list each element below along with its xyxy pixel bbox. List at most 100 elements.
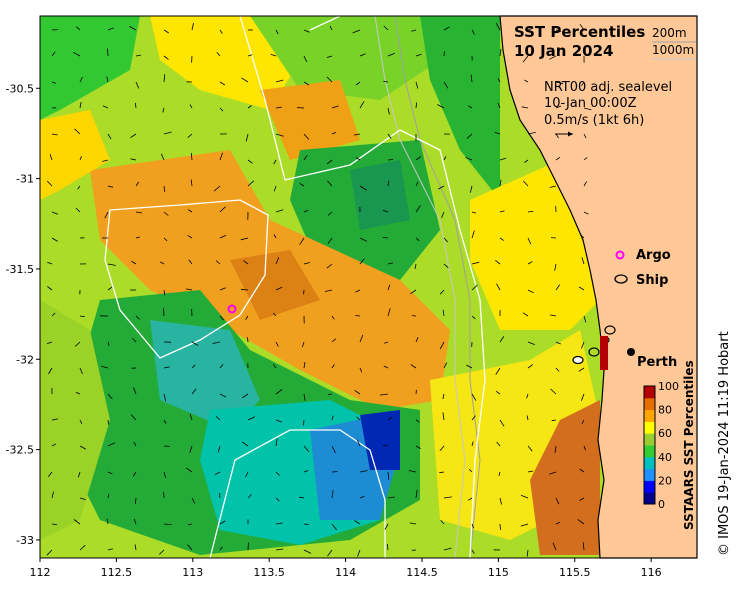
current-arrow: [219, 81, 226, 86]
current-arrow: [130, 414, 137, 421]
current-arrow: [355, 315, 361, 317]
current-arrow: [527, 289, 534, 294]
current-arrow: [130, 158, 137, 161]
current-arrow: [415, 490, 418, 499]
current-arrow: [437, 104, 445, 109]
colorbar-tick-label: 40: [658, 451, 672, 464]
current-arrow: [163, 471, 167, 479]
current-arrow: [331, 490, 334, 499]
current-arrow: [79, 315, 85, 317]
current-arrow: [159, 549, 165, 555]
current-arrow: [163, 131, 172, 135]
current-arrow: [495, 390, 501, 395]
current-arrow: [187, 133, 193, 139]
x-tick-label: 114: [335, 566, 356, 579]
current-arrow: [499, 419, 505, 427]
current-arrow: [191, 364, 196, 369]
current-arrow: [414, 263, 417, 269]
current-arrow: [79, 445, 86, 450]
current-arrow: [135, 81, 140, 89]
current-arrow: [439, 471, 445, 474]
current-arrow: [163, 185, 166, 192]
y-tick-label: -31.5: [6, 263, 34, 276]
current-arrow: [190, 179, 193, 187]
current-arrow: [415, 205, 421, 213]
current-arrow: [555, 367, 560, 372]
colorbar-tick-label: 0: [658, 498, 665, 511]
colorbar-segment: [644, 433, 655, 446]
current-arrow: [439, 289, 445, 295]
current-arrow: [331, 315, 335, 320]
plot-frame: [39, 15, 698, 559]
current-arrow: [247, 54, 253, 57]
current-arrow: [471, 441, 474, 447]
current-arrow: [129, 26, 137, 31]
current-arrow: [242, 393, 249, 399]
current-arrow: [186, 288, 193, 291]
current-arrow: [384, 341, 389, 344]
current-arrow: [497, 103, 501, 109]
current-arrow: [387, 471, 390, 480]
current-arrow: [579, 234, 585, 239]
current-arrow: [275, 209, 284, 213]
map-title: SST Percentiles: [514, 23, 645, 41]
current-arrow: [189, 445, 193, 453]
current-arrow: [188, 523, 193, 526]
current-arrow: [581, 257, 585, 265]
current-arrow: [273, 234, 277, 239]
current-arrow: [327, 180, 333, 187]
current-arrow: [275, 29, 279, 35]
current-arrow: [520, 494, 529, 499]
current-arrow: [442, 309, 445, 317]
current-arrow: [51, 491, 54, 499]
current-arrow: [527, 211, 534, 213]
current-arrow: [324, 289, 333, 292]
ship-legend-icon: [614, 274, 628, 284]
y-tick-label: -33: [16, 534, 34, 547]
current-arrow: [471, 29, 475, 35]
current-arrow: [47, 471, 53, 477]
y-tick-label: -32.5: [6, 444, 34, 457]
current-arrow: [471, 230, 475, 239]
current-arrow: [215, 260, 221, 265]
x-tick-label: 113: [182, 566, 203, 579]
current-arrow: [471, 315, 476, 320]
current-arrow: [494, 131, 501, 135]
current-arrow: [51, 237, 58, 242]
current-arrow: [387, 133, 392, 139]
white-contours: [104, 16, 486, 558]
current-arrow: [131, 260, 137, 265]
current-arrow: [359, 185, 367, 191]
current-arrow: [275, 419, 282, 423]
colorbar-segment: [644, 397, 655, 411]
current-arrow: [219, 287, 226, 291]
current-arrow: [162, 107, 165, 113]
y-tick-label: -30.5: [6, 82, 34, 95]
current-arrow: [242, 441, 249, 447]
current-arrow: [579, 497, 585, 502]
current-arrow: [359, 334, 364, 343]
current-arrow: [527, 341, 535, 345]
current-arrow: [46, 549, 53, 556]
current-arrow: [247, 180, 255, 187]
current-arrow: [275, 133, 284, 137]
current-arrow: [107, 393, 113, 400]
current-arrow: [303, 133, 310, 140]
current-arrow: [303, 523, 309, 525]
current-arrow: [219, 206, 226, 213]
current-arrow: [443, 496, 452, 499]
current-arrow: [415, 81, 419, 89]
current-arrow: [51, 211, 59, 215]
current-arrow: [247, 494, 252, 499]
current-arrow: [79, 497, 86, 500]
current-arrow: [187, 544, 193, 551]
current-arrow: [190, 153, 193, 161]
current-arrow: [387, 52, 395, 57]
current-arrow: [75, 207, 81, 213]
current-arrow: [243, 260, 249, 265]
current-arrow: [498, 471, 501, 477]
current-arrow: [217, 445, 221, 453]
current-arrow: [245, 133, 249, 142]
current-arrow: [382, 444, 389, 447]
current-arrow: [471, 261, 480, 265]
